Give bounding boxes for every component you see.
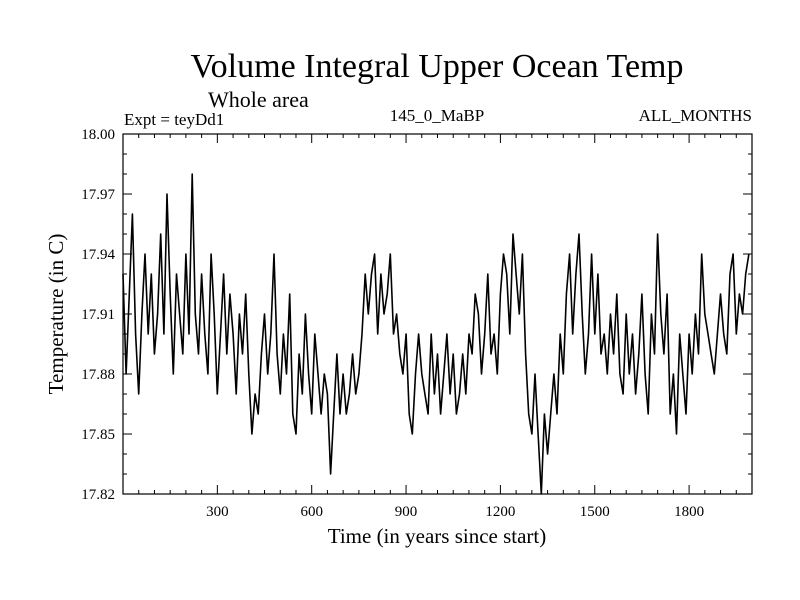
x-axis-ticks: 300 600 900 1200 1500 1800 xyxy=(138,134,737,520)
x-tick-label: 900 xyxy=(395,504,418,520)
y-axis-label: Temperature (in C) xyxy=(44,234,68,395)
chart-subtitle: Whole area xyxy=(208,87,309,112)
months-label: ALL_MONTHS xyxy=(639,106,752,125)
x-tick-label: 600 xyxy=(300,504,323,520)
y-axis-ticks: 17.82 17.85 17.88 17.91 17.94 17.97 18.00 xyxy=(81,127,752,503)
y-tick-label: 17.94 xyxy=(81,247,115,263)
y-tick-label: 17.82 xyxy=(81,487,115,503)
series-layer xyxy=(122,173,750,495)
x-tick-label: 300 xyxy=(206,504,229,520)
period-label: 145_0_MaBP xyxy=(390,106,484,125)
y-tick-label: 17.91 xyxy=(81,307,115,323)
x-tick-label: 1500 xyxy=(580,504,610,520)
x-axis-label: Time (in years since start) xyxy=(328,524,547,548)
y-tick-label: 17.97 xyxy=(81,187,115,203)
series-line xyxy=(122,173,750,495)
x-tick-label: 1800 xyxy=(674,504,704,520)
y-tick-label: 17.85 xyxy=(81,427,115,443)
x-tick-label: 1200 xyxy=(485,504,515,520)
y-tick-label: 18.00 xyxy=(81,127,115,143)
y-tick-label: 17.88 xyxy=(81,367,115,383)
experiment-label: Expt = teyDd1 xyxy=(124,110,224,129)
chart-title: Volume Integral Upper Ocean Temp xyxy=(191,48,684,85)
